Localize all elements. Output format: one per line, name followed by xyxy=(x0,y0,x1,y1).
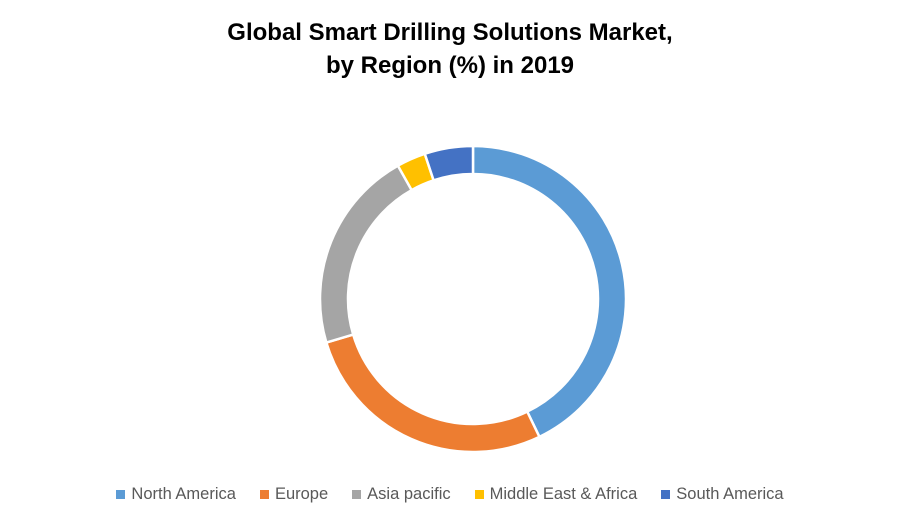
legend-label: North America xyxy=(131,484,236,503)
donut-slice-south-america xyxy=(423,144,475,182)
legend-item-asia-pacific: Asia pacific xyxy=(352,484,451,504)
chart-legend: North America Europe Asia pacific Middle Ea… xyxy=(0,482,900,506)
donut-slice-europe xyxy=(324,333,542,454)
legend-item-europe: Europe xyxy=(259,484,329,504)
legend-label: Middle East & Africa xyxy=(489,484,638,503)
legend-swatch-asia-pacific xyxy=(352,489,362,499)
legend-item-middle-east-africa: Middle East & Africa xyxy=(474,484,638,504)
chart-title-line-1: Global Smart Drilling Solutions Market, xyxy=(227,19,673,46)
chart-title-line-2: by Region (%) in 2019 xyxy=(325,52,575,79)
legend-swatch-europe xyxy=(259,489,269,499)
legend-item-south-america: South America xyxy=(661,484,784,504)
legend-swatch-middle-east-africa xyxy=(474,489,484,499)
legend-item-north-america: North America xyxy=(116,485,236,504)
chart-title: Global Smart Drilling Solutions Market, … xyxy=(0,16,900,82)
legend-label: South America xyxy=(676,484,784,503)
legend-label: Europe xyxy=(274,484,329,503)
donut-slice-north-america xyxy=(471,144,628,439)
legend-swatch-north-america xyxy=(116,489,126,499)
donut-slice-asia-pacific xyxy=(318,163,414,345)
legend-swatch-south-america xyxy=(661,489,671,499)
legend-label: Asia pacific xyxy=(367,484,451,503)
